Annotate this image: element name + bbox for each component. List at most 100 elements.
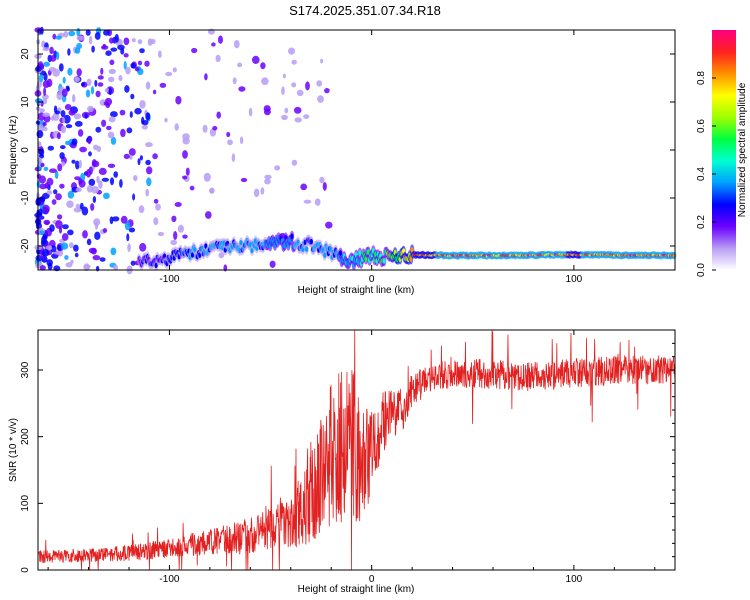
noise-blob [174, 123, 179, 131]
noise-blob [57, 214, 63, 220]
noise-blob [139, 155, 143, 161]
noise-blob [76, 35, 85, 41]
noise-blob [94, 32, 101, 40]
colorbar-tick-label: 0.4 [696, 167, 707, 181]
noise-blob [58, 226, 63, 234]
noise-blob [124, 85, 130, 93]
noise-blob [97, 82, 104, 87]
chart-title: S174.2025.351.07.34.R18 [289, 3, 441, 18]
noise-blob [264, 174, 272, 180]
noise-blob [46, 78, 53, 88]
noise-blob [61, 161, 66, 167]
noise-blob [281, 114, 288, 121]
noise-blob [130, 62, 136, 69]
noise-blob [52, 112, 60, 122]
noise-blob [63, 31, 69, 38]
noise-blob [150, 38, 156, 45]
noise-blob [92, 196, 97, 203]
snr-series-line [37, 329, 676, 571]
noise-blob [294, 117, 303, 123]
noise-blob [84, 113, 88, 119]
noise-blob [64, 255, 69, 260]
noise-blob [59, 183, 65, 189]
noise-blob [59, 152, 65, 160]
noise-blob [78, 159, 82, 169]
noise-blob [240, 177, 248, 183]
noise-blob [74, 47, 81, 54]
noise-blob [133, 175, 138, 182]
colorbar: 0.0 0.2 0.4 0.6 0.8 Normalized spectral ampl… [696, 30, 748, 277]
noise-blob [153, 198, 159, 204]
spectrogram-y-label: Frequency (Hz) [8, 116, 19, 185]
noise-blob [248, 107, 253, 117]
noise-blob [296, 89, 304, 97]
noise-blob [123, 37, 130, 46]
noise-blob [253, 188, 260, 198]
x-tick-label: 100 [566, 274, 583, 285]
noise-blob [71, 94, 76, 103]
noise-blob [54, 250, 61, 255]
noise-blob [47, 262, 53, 271]
noise-blob [141, 125, 148, 130]
noise-blob [66, 200, 74, 208]
noise-blob [108, 76, 115, 83]
y-tick-label: 10 [20, 96, 31, 108]
noise-blob [86, 169, 91, 178]
noise-blob [172, 67, 177, 73]
noise-blob [260, 187, 265, 195]
noise-blob [274, 165, 281, 171]
noise-blob [82, 230, 88, 239]
noise-blob [314, 198, 321, 206]
noise-blob [43, 61, 50, 67]
noise-blob [73, 244, 79, 252]
noise-blob [76, 68, 82, 77]
y-tick-label: 100 [20, 495, 31, 512]
noise-blob [185, 167, 190, 176]
noise-blob [100, 67, 104, 75]
noise-blob [60, 145, 66, 150]
noise-blob [114, 33, 119, 43]
noise-blob [73, 113, 82, 120]
noise-blob [226, 131, 231, 138]
noise-blob [284, 107, 289, 114]
noise-blob [110, 247, 117, 256]
noise-blob [39, 265, 46, 271]
noise-blob [39, 183, 47, 190]
noise-blob [35, 254, 43, 262]
noise-blob [86, 185, 94, 193]
noise-blob [57, 244, 62, 251]
noise-blob [57, 163, 63, 172]
noise-blob [93, 144, 99, 151]
noise-blob [269, 260, 276, 268]
noise-blob [132, 193, 136, 201]
noise-blob [41, 236, 47, 245]
noise-blob [319, 176, 325, 184]
noise-blob [95, 126, 102, 133]
noise-blob [138, 205, 145, 214]
noise-blob [101, 45, 109, 50]
noise-blob [95, 90, 101, 98]
noise-blob [93, 218, 101, 226]
noise-blob [252, 55, 260, 64]
y-tick-label: -10 [20, 190, 31, 205]
trace-point [309, 238, 313, 245]
noise-blob [204, 73, 208, 81]
noise-blob [44, 221, 50, 226]
y-tick-label: -20 [20, 238, 31, 253]
trace-point [290, 233, 294, 239]
colorbar-tick-label: 0.6 [696, 119, 707, 133]
noise-blob [239, 136, 244, 145]
noise-blob [110, 111, 118, 118]
noise-blob [87, 105, 94, 113]
noise-blob [79, 146, 87, 153]
noise-blob [212, 125, 218, 131]
noise-blob [81, 82, 86, 87]
noise-blob [60, 110, 66, 118]
noise-blob [67, 229, 74, 236]
noise-blob [142, 120, 149, 126]
noise-blob [218, 35, 223, 44]
noise-blob [94, 231, 101, 240]
noise-blob [317, 95, 324, 103]
